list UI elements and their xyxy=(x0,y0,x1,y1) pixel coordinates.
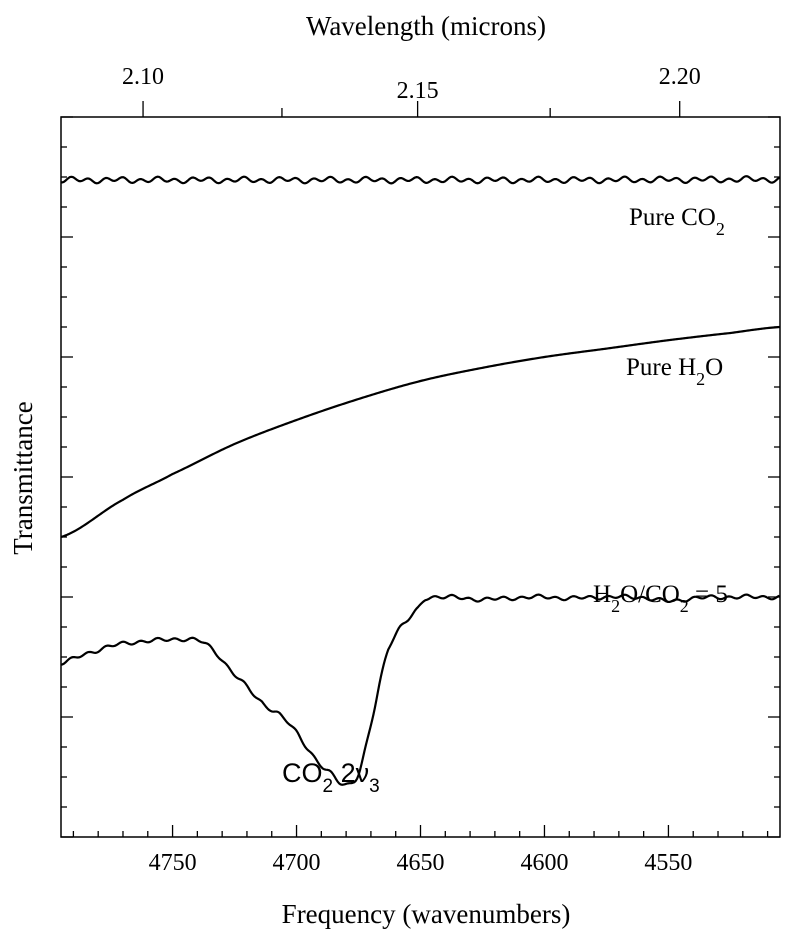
x-tick-label: 4550 xyxy=(644,850,692,876)
band-annotation-main: CO xyxy=(282,758,323,788)
series-label-mixture-sub2: 2 xyxy=(680,596,689,616)
series-label-pure-co2: Pure CO2 xyxy=(629,204,725,239)
curve-h2o-co2-mixture xyxy=(60,593,780,786)
series-label-pure-h2o-tail: O xyxy=(705,354,723,381)
y-axis-title: Transmittance xyxy=(8,401,38,554)
x-tick-label: 4750 xyxy=(149,850,197,876)
x-axis-title: Frequency (wavenumbers) xyxy=(282,899,571,929)
curve-pure-h2o xyxy=(60,325,780,539)
band-annotation-sub2: 3 xyxy=(369,776,380,797)
x2-axis-title: Wavelength (microns) xyxy=(306,11,546,41)
x2-tick-label: 2.15 xyxy=(397,78,439,104)
x-tick-label: 4700 xyxy=(273,850,321,876)
series-label-mixture-mid: O/CO xyxy=(620,581,680,608)
tick-labels-layer: 4750 4700 4650 4600 4550 2.10 2.15 2.20 xyxy=(122,64,701,876)
band-annotation-mode: 2ν xyxy=(333,758,369,788)
series-label-pure-h2o-main: Pure H xyxy=(626,354,696,381)
band-annotation-sub: 2 xyxy=(323,776,334,797)
x-tick-label: 4650 xyxy=(397,850,445,876)
series-label-mixture-sub: 2 xyxy=(611,596,620,616)
band-annotation: CO2 2ν3 xyxy=(282,758,380,797)
plot-frame xyxy=(60,116,781,838)
curves-layer xyxy=(60,175,781,786)
series-label-mixture: H2O/CO2 = 5 xyxy=(593,581,728,616)
curve-pure-co2 xyxy=(60,175,781,185)
series-label-pure-h2o-sub: 2 xyxy=(696,369,705,389)
x2-tick-label: 2.10 xyxy=(122,64,164,90)
series-label-pure-co2-sub: 2 xyxy=(716,219,725,239)
x-tick-label: 4600 xyxy=(520,850,568,876)
series-label-mixture-main: H xyxy=(593,581,611,608)
series-label-pure-co2-main: Pure CO xyxy=(629,204,716,231)
x2-tick-label: 2.20 xyxy=(659,64,701,90)
series-label-pure-h2o: Pure H2O xyxy=(626,354,723,389)
series-label-mixture-tail: = 5 xyxy=(689,581,728,608)
